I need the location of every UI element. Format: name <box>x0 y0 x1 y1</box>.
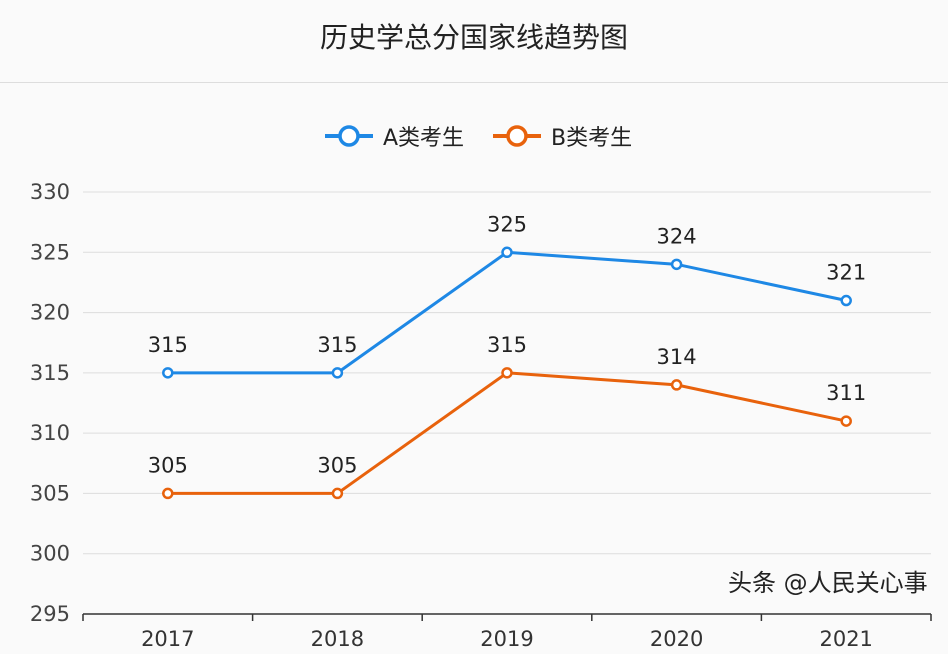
y-tick-label: 320 <box>30 301 70 325</box>
chart-title: 历史学总分国家线趋势图 <box>319 21 628 54</box>
data-label: 324 <box>657 224 697 248</box>
data-label: 315 <box>148 333 188 357</box>
data-point <box>840 415 852 427</box>
data-point <box>501 246 513 259</box>
data-point <box>162 487 174 500</box>
data-label: 311 <box>826 381 866 405</box>
data-point <box>501 367 513 379</box>
x-tick-label: 2021 <box>819 627 872 651</box>
y-tick-label: 315 <box>30 361 70 385</box>
data-label: 315 <box>487 333 527 357</box>
data-point <box>670 379 683 391</box>
data-label: 315 <box>317 333 357 357</box>
x-tick-label: 2020 <box>650 627 703 651</box>
data-point <box>331 367 344 379</box>
title-divider <box>0 82 948 83</box>
legend-label: B类考生 <box>551 126 632 151</box>
x-tick-label: 2018 <box>311 627 364 651</box>
data-point <box>670 258 683 271</box>
legend-marker <box>338 125 360 147</box>
data-point <box>331 487 344 500</box>
data-label: 314 <box>657 345 697 369</box>
y-tick-label: 305 <box>30 481 70 505</box>
y-tick-label: 310 <box>30 421 70 445</box>
data-point <box>162 367 174 379</box>
watermark: 头条 @人民关心事 <box>728 569 928 597</box>
y-tick-label: 330 <box>30 180 70 204</box>
x-tick-label: 2019 <box>480 627 533 651</box>
data-label: 305 <box>317 453 357 477</box>
data-label: 305 <box>148 453 188 477</box>
legend-label: A类考生 <box>383 126 464 151</box>
data-label: 321 <box>826 261 866 285</box>
y-tick-label: 300 <box>30 542 70 566</box>
data-label: 325 <box>487 212 527 236</box>
data-point <box>840 294 852 307</box>
y-tick-label: 295 <box>30 602 70 626</box>
legend-marker <box>506 125 528 147</box>
x-tick-label: 2017 <box>141 627 194 651</box>
y-tick-label: 325 <box>30 240 70 264</box>
